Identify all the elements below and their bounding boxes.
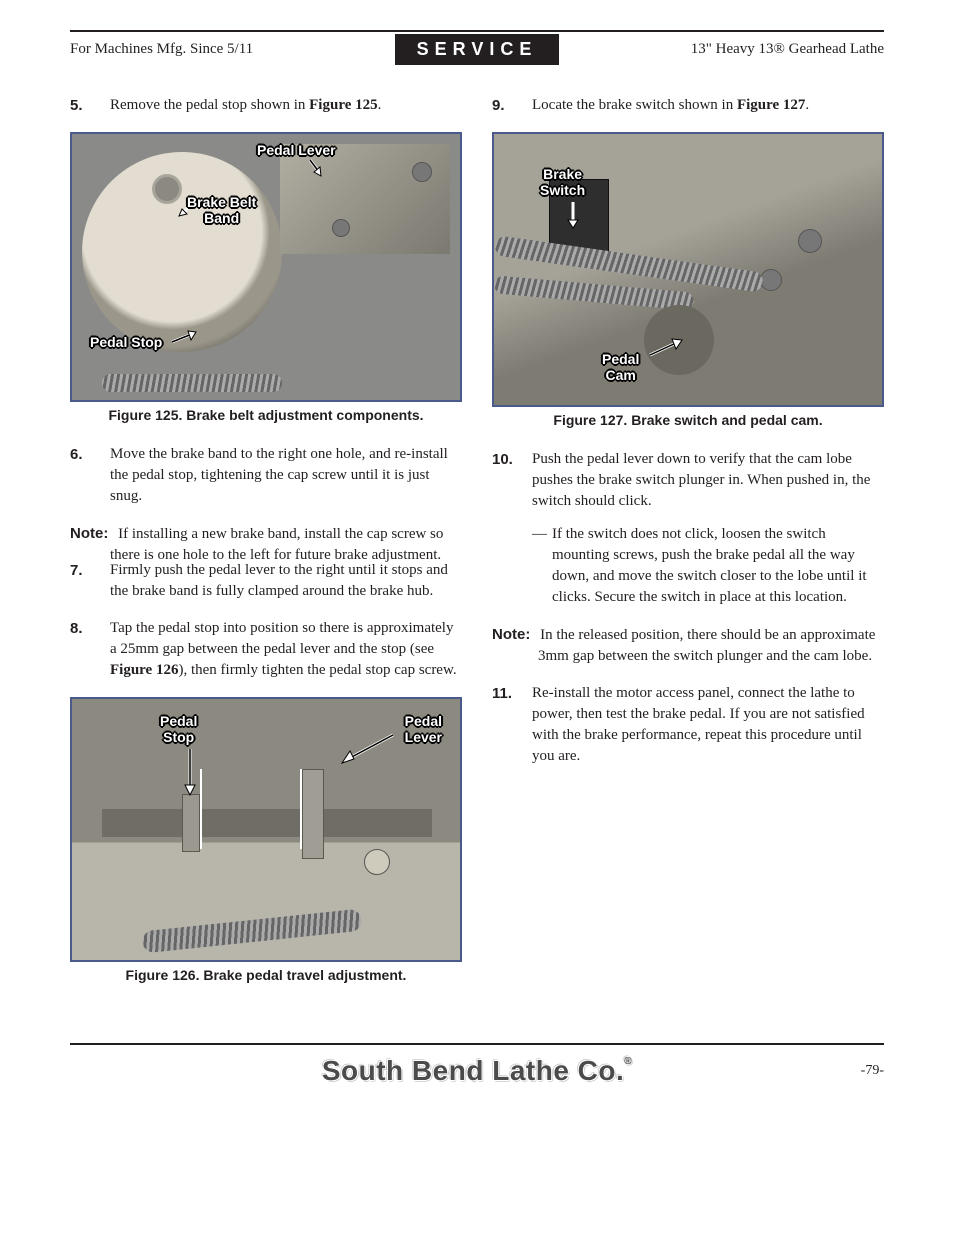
step-number: 8. bbox=[70, 618, 110, 681]
step-body: Push the pedal lever down to verify that… bbox=[532, 449, 884, 608]
dash: — bbox=[532, 524, 552, 608]
figure-ref: Figure 125 bbox=[309, 97, 377, 113]
fig-label-pedal-lever: Pedal Lever bbox=[405, 713, 442, 745]
figure-ref: Figure 126 bbox=[110, 662, 178, 678]
figure-127: Brake Switch Pedal Cam bbox=[492, 132, 884, 407]
step-9: 9. Locate the brake switch shown in Figu… bbox=[492, 95, 884, 116]
spring-graphic bbox=[102, 374, 282, 392]
fig-label-pedal-cam: Pedal Cam bbox=[602, 351, 639, 383]
step-body: Locate the brake switch shown in Figure … bbox=[532, 95, 884, 116]
step-text: Push the pedal lever down to verify that… bbox=[532, 451, 870, 509]
footer-rule bbox=[70, 1043, 884, 1045]
sub-text: If the switch does not click, loosen the… bbox=[552, 524, 884, 608]
step-body: Tap the pedal stop into position so ther… bbox=[110, 618, 462, 681]
step-body: Move the brake band to the right one hol… bbox=[110, 444, 462, 507]
figure-125: Pedal Lever Brake Belt Band Pedal Stop bbox=[70, 132, 462, 402]
figure-126-caption: Figure 126. Brake pedal travel adjustmen… bbox=[70, 966, 462, 986]
header-section-badge: SERVICE bbox=[395, 34, 560, 65]
step-body: Firmly push the pedal lever to the right… bbox=[110, 560, 462, 602]
left-column: 5. Remove the pedal stop shown in Figure… bbox=[70, 95, 462, 1003]
hub-center-graphic bbox=[152, 174, 182, 204]
step-text: Remove the pedal stop shown in bbox=[110, 97, 309, 113]
content-columns: 5. Remove the pedal stop shown in Figure… bbox=[70, 95, 884, 1003]
step-text: Locate the brake switch shown in bbox=[532, 97, 737, 113]
step-11: 11. Re-install the motor access panel, c… bbox=[492, 683, 884, 767]
step-number: 10. bbox=[492, 449, 532, 608]
figure-127-caption: Figure 127. Brake switch and pedal cam. bbox=[492, 411, 884, 431]
pedal-lever-graphic bbox=[302, 769, 324, 859]
bolt-graphic bbox=[798, 229, 822, 253]
note-label: Note: bbox=[492, 626, 530, 643]
fig-label-brake-switch: Brake Switch bbox=[540, 166, 585, 198]
step-text-post: ), then firmly tighten the pedal stop ca… bbox=[178, 662, 456, 678]
pedal-stop-graphic bbox=[182, 794, 200, 852]
step-body: Re-install the motor access panel, conne… bbox=[532, 683, 884, 767]
bolt-graphic bbox=[364, 849, 390, 875]
figure-125-caption: Figure 125. Brake belt adjustment compon… bbox=[70, 406, 462, 426]
step-number: 11. bbox=[492, 683, 532, 767]
company-name: South Bend Lathe Co. bbox=[322, 1055, 624, 1086]
right-column: 9. Locate the brake switch shown in Figu… bbox=[492, 95, 884, 1003]
step-number: 5. bbox=[70, 95, 110, 116]
header-right: 13" Heavy 13® Gearhead Lathe bbox=[559, 39, 884, 60]
step-7: 7. Firmly push the pedal lever to the ri… bbox=[70, 560, 462, 602]
note-2: Note: In the released position, there sh… bbox=[492, 624, 884, 667]
arrow-icon bbox=[646, 337, 686, 361]
note-text: If installing a new brake band, install … bbox=[110, 526, 443, 563]
figure-ref: Figure 127 bbox=[737, 97, 805, 113]
arrow-icon bbox=[338, 729, 398, 769]
bar-graphic bbox=[102, 809, 432, 837]
gap-line bbox=[200, 769, 202, 849]
brake-hub-graphic bbox=[82, 152, 282, 352]
arrow-icon bbox=[182, 747, 198, 797]
figure-126: Pedal Stop Pedal Lever bbox=[70, 697, 462, 962]
arrow-icon bbox=[305, 158, 325, 178]
fig-label-brake-belt-band: Brake Belt Band bbox=[187, 194, 256, 226]
fig-label-pedal-stop: Pedal Stop bbox=[160, 713, 197, 745]
gap-line bbox=[300, 769, 302, 849]
step-text-post: . bbox=[805, 97, 809, 113]
step-number: 6. bbox=[70, 444, 110, 507]
page-header: For Machines Mfg. Since 5/11 SERVICE 13"… bbox=[70, 34, 884, 65]
header-left: For Machines Mfg. Since 5/11 bbox=[70, 39, 395, 60]
step-6: 6. Move the brake band to the right one … bbox=[70, 444, 462, 507]
step-10: 10. Push the pedal lever down to verify … bbox=[492, 449, 884, 608]
header-rule-thick bbox=[70, 30, 884, 32]
note-label: Note: bbox=[70, 525, 108, 542]
step-8: 8. Tap the pedal stop into position so t… bbox=[70, 618, 462, 681]
step-number: 7. bbox=[70, 560, 110, 602]
step-5: 5. Remove the pedal stop shown in Figure… bbox=[70, 95, 462, 116]
arrow-icon bbox=[170, 330, 200, 348]
step-sub-bullet: — If the switch does not click, loosen t… bbox=[532, 524, 884, 608]
step-text: Tap the pedal stop into position so ther… bbox=[110, 620, 453, 657]
step-body: Remove the pedal stop shown in Figure 12… bbox=[110, 95, 462, 116]
fig-label-pedal-stop: Pedal Stop bbox=[90, 334, 162, 350]
fig-label-pedal-lever: Pedal Lever bbox=[257, 142, 336, 158]
registered-mark: ® bbox=[624, 1056, 632, 1067]
note-text: In the released position, there should b… bbox=[536, 627, 875, 664]
step-number: 9. bbox=[492, 95, 532, 116]
step-text-post: . bbox=[378, 97, 382, 113]
page-footer: South Bend Lathe Co.® -79- bbox=[70, 1051, 884, 1090]
arrow-icon bbox=[566, 200, 580, 230]
footer-company: South Bend Lathe Co.® bbox=[130, 1051, 824, 1090]
page-number: -79- bbox=[824, 1061, 884, 1081]
